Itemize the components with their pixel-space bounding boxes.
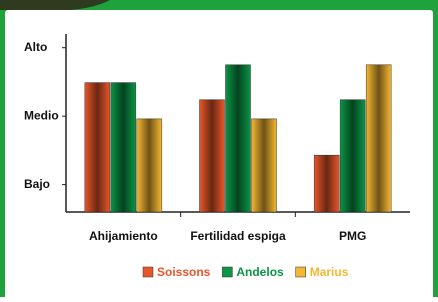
y-tick-label: Alto: [24, 40, 47, 54]
bar: [137, 119, 162, 212]
bar: [314, 155, 339, 212]
x-tick-label: Fertilidad espiga: [190, 229, 286, 243]
bar: [226, 65, 251, 212]
x-tick-label: PMG: [339, 229, 366, 243]
legend-label: Soissons: [157, 265, 211, 279]
bar: [200, 100, 225, 212]
bar: [85, 83, 110, 212]
legend-swatch: [296, 267, 306, 277]
y-tick-label: Bajo: [24, 177, 50, 191]
bar: [111, 83, 136, 212]
bar: [252, 119, 277, 212]
legend-label: Marius: [310, 265, 349, 279]
y-tick-label: Medio: [24, 108, 59, 122]
bar: [366, 65, 391, 212]
x-tick-label: Ahijamiento: [89, 229, 158, 243]
legend-label: Andelos: [236, 265, 284, 279]
legend-swatch: [143, 267, 153, 277]
legend-swatch: [222, 267, 232, 277]
bar: [340, 100, 365, 212]
chart: Bajo Medio Alto Ahijamiento Fertilidad espig…: [0, 0, 438, 297]
